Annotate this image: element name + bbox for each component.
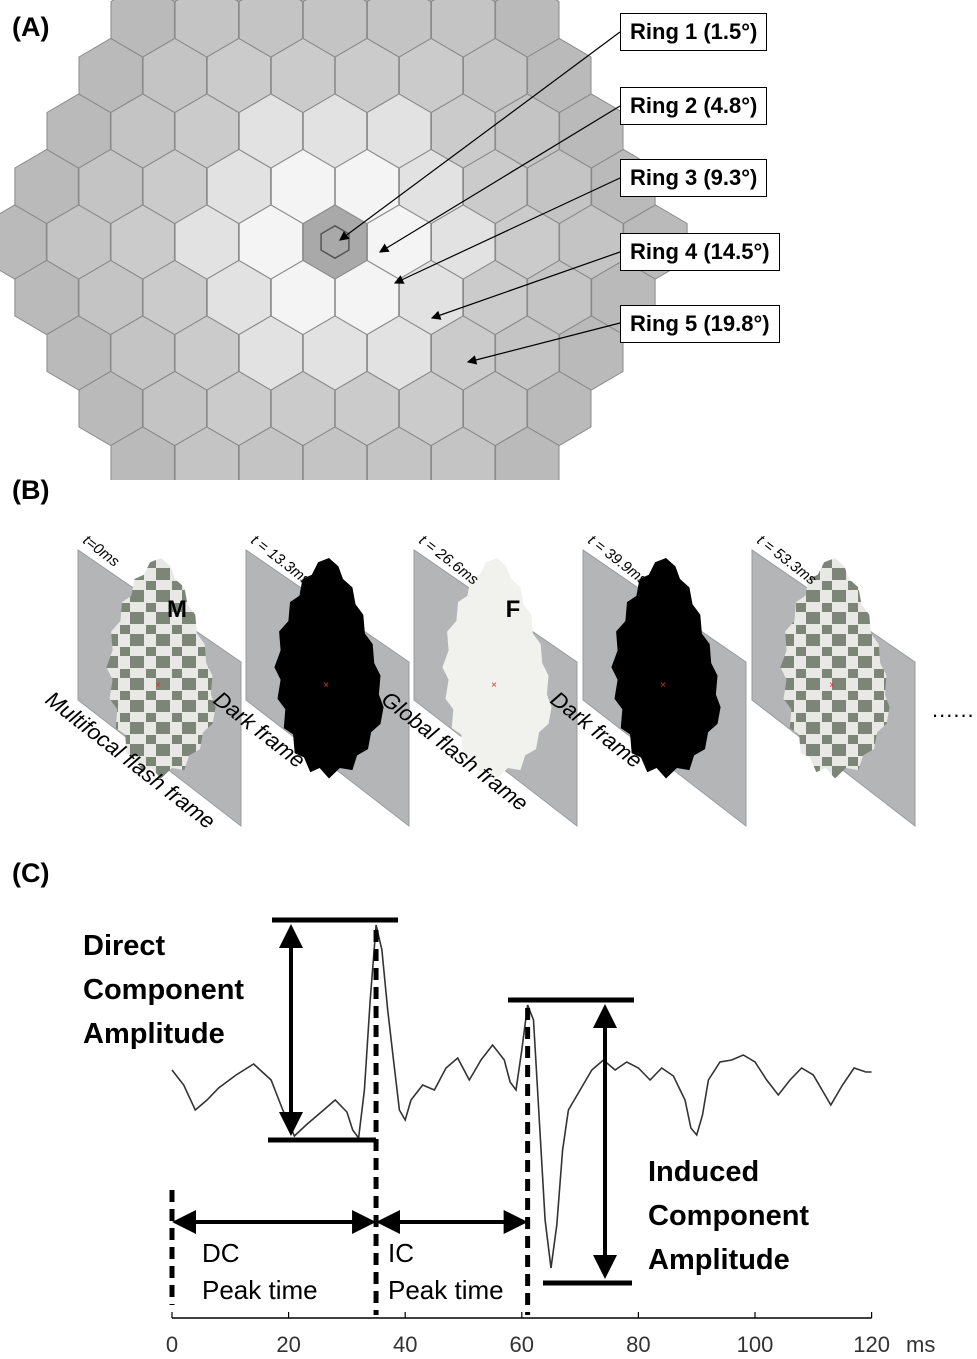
hexagon-ring-5	[427, 0, 435, 3]
x-tick-label: 120	[853, 1332, 890, 1357]
fixation-cross-icon: ×	[323, 680, 329, 691]
fixation-cross-icon: ×	[829, 680, 835, 691]
frame-2-code-letter: O	[336, 596, 355, 623]
ring-4-leader-arrow	[430, 251, 621, 320]
fixation-cross-icon: ×	[660, 680, 666, 691]
panel-label-b: (B)	[12, 475, 50, 505]
center-hexagon	[320, 224, 350, 260]
hexagon-ring-5	[491, 0, 499, 3]
frame-3-stimulus-pattern	[442, 558, 552, 779]
ring-2-label: Ring 2 (4.8°)	[620, 87, 768, 125]
waveform-trace	[171, 924, 872, 1269]
frame-1-stimulus-pattern	[106, 558, 216, 779]
frame-5-stimulus-pattern	[780, 558, 890, 779]
continuation-ellipsis: ......	[932, 697, 975, 722]
fixation-cross-icon: ×	[155, 680, 161, 691]
dc-peak-time-label: DC Peak time	[202, 1238, 318, 1305]
x-axis-unit-label: ms	[906, 1332, 935, 1357]
ring-5-leader-arrow	[466, 322, 621, 365]
ring-5-label: Ring 5 (19.8°)	[620, 305, 780, 343]
frame-3-code-letter: F	[506, 596, 521, 623]
hexagon-ring-5	[363, 0, 371, 3]
hexagon-stimulus-array	[0, 0, 688, 480]
dc-amplitude-label: Direct Component Amplitude	[83, 930, 245, 1050]
frame-4-code-letter: O	[673, 596, 692, 623]
x-tick-label: 20	[276, 1332, 300, 1357]
ring-3-label: Ring 3 (9.3°)	[620, 159, 768, 197]
x-tick-label: 100	[737, 1332, 774, 1357]
panel-label-c: (C)	[12, 858, 50, 888]
x-tick-label: 40	[393, 1332, 417, 1357]
ring-2-leader-arrow	[378, 105, 621, 253]
ic-peak-time-label: IC Peak time	[388, 1238, 504, 1305]
x-tick-label: 60	[510, 1332, 534, 1357]
fixation-cross-icon: ×	[491, 680, 497, 691]
frame-5: ×t = 53.3ms	[751, 532, 916, 828]
ring-3-leader-arrow	[393, 177, 621, 284]
ring-1-label: Ring 1 (1.5°)	[620, 13, 768, 51]
frame-4-stimulus-pattern	[611, 558, 721, 779]
ring-4-label: Ring 4 (14.5°)	[620, 233, 780, 271]
x-tick-label: 80	[626, 1332, 650, 1357]
mferg-waveform-chart: 0 20 40 60 80 100 120 ms	[166, 917, 935, 1357]
ic-amplitude-label: Induced Component Amplitude	[648, 1156, 810, 1276]
ring-1-leader-arrow	[339, 31, 621, 241]
frame-1-code-letter: M	[167, 596, 187, 623]
frame-2-stimulus-pattern	[274, 558, 384, 779]
panel-label-a: (A)	[12, 12, 50, 42]
x-tick-label: 0	[166, 1332, 178, 1357]
